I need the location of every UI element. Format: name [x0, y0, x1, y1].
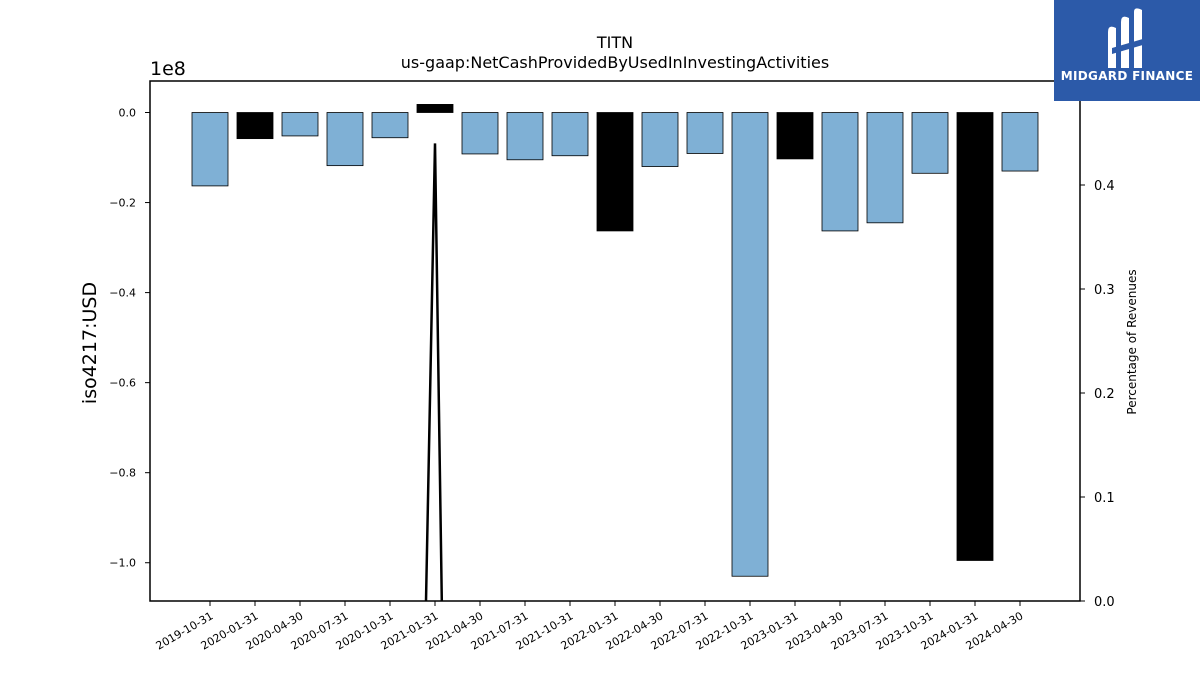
- y2-tick-label: 0.4: [1094, 179, 1115, 194]
- bar-2024-01-31: [956, 112, 994, 561]
- y2-tick-label: 0.3: [1094, 283, 1115, 298]
- y-tick-label: −1.0: [109, 557, 136, 570]
- bar-2020-10-31: [371, 112, 409, 139]
- brand-name: MIDGARD FINANCE: [1060, 69, 1194, 83]
- bar-2021-04-30: [461, 112, 499, 155]
- bar-2022-01-31: [596, 112, 634, 232]
- y-multiplier-label: 1e8: [150, 58, 186, 80]
- plot-frame: [149, 80, 1081, 602]
- percentage-line: [424, 143, 444, 602]
- y2-tick-label: 0.0: [1094, 595, 1115, 610]
- y-tick-label: 0.0: [119, 107, 137, 120]
- bar-2022-04-30: [641, 112, 679, 167]
- y-tick-label: −0.2: [109, 197, 136, 210]
- percentage-of-revenues-line: [424, 143, 444, 602]
- y2-tick-label: 0.1: [1094, 491, 1115, 506]
- brand-logo: MIDGARD FINANCE: [1054, 0, 1200, 101]
- y-tick-label: −0.4: [109, 287, 136, 300]
- bar-2022-07-31: [686, 112, 724, 154]
- bar-2021-07-31: [506, 112, 544, 161]
- y-axis-label: iso4217:USD: [79, 282, 101, 404]
- bar-2021-10-31: [551, 112, 589, 157]
- bar-2023-01-31: [776, 112, 814, 160]
- bar-2023-04-30: [821, 112, 859, 232]
- bar-2020-01-31: [236, 112, 274, 140]
- y2-axis-label: Percentage of Revenues: [1125, 269, 1139, 414]
- bar-2022-10-31: [731, 112, 769, 577]
- bar-2023-07-31: [866, 112, 904, 224]
- bar-2021-01-31: [416, 104, 454, 113]
- midgard-logo-icon: [1108, 8, 1146, 69]
- bars: [191, 104, 1039, 577]
- y2-tick-label: 0.2: [1094, 387, 1115, 402]
- y-tick-label: −0.6: [109, 377, 136, 390]
- chart-title: TITN: [596, 33, 633, 52]
- bar-2023-10-31: [911, 112, 949, 174]
- chart-subtitle: us-gaap:NetCashProvidedByUsedInInvesting…: [401, 53, 829, 72]
- bar-2024-04-30: [1001, 112, 1039, 172]
- bar-2019-10-31: [191, 112, 229, 187]
- bar-2020-04-30: [281, 112, 319, 137]
- bar-2020-07-31: [326, 112, 364, 167]
- y-tick-label: −0.8: [109, 467, 136, 480]
